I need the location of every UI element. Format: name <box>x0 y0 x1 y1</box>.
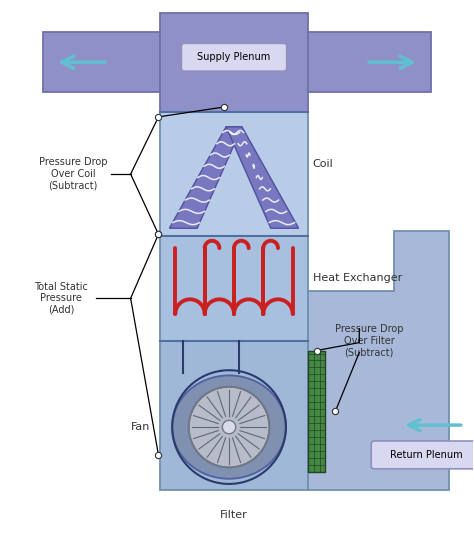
Text: Filter: Filter <box>220 510 248 519</box>
Text: Return Plenum: Return Plenum <box>390 450 463 460</box>
Text: Heat Exchanger: Heat Exchanger <box>312 273 402 283</box>
Text: Total Static
Pressure
(Add): Total Static Pressure (Add) <box>34 282 88 315</box>
Text: Pressure Drop
Over Filter
(Subtract): Pressure Drop Over Filter (Subtract) <box>335 324 403 357</box>
Circle shape <box>189 387 269 467</box>
Bar <box>161 12 308 112</box>
Bar <box>161 236 308 341</box>
Text: Fan: Fan <box>131 422 151 432</box>
Polygon shape <box>169 127 242 228</box>
Bar <box>161 112 308 236</box>
FancyBboxPatch shape <box>182 43 287 71</box>
Ellipse shape <box>172 375 286 479</box>
Bar <box>308 351 326 472</box>
Polygon shape <box>226 127 299 228</box>
Text: Pressure Drop
Over Coil
(Subtract): Pressure Drop Over Coil (Subtract) <box>39 157 107 190</box>
Text: Supply Plenum: Supply Plenum <box>197 52 271 62</box>
Bar <box>43 32 161 92</box>
Circle shape <box>222 420 236 434</box>
FancyBboxPatch shape <box>371 441 474 469</box>
Polygon shape <box>308 231 449 490</box>
Bar <box>161 341 308 490</box>
Bar <box>308 32 431 92</box>
Text: Coil: Coil <box>312 159 333 169</box>
